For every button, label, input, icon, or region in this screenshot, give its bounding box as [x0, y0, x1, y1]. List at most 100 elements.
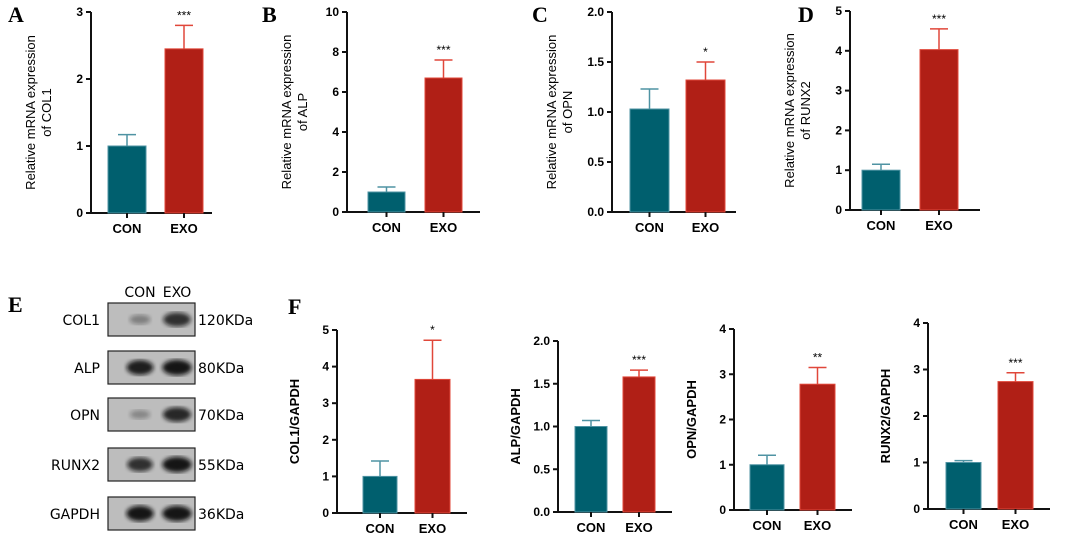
- y-axis-label: of RUNX2: [798, 81, 813, 140]
- blot-row-alp: ALP 80KDa: [74, 350, 244, 385]
- x-tick-label: CON: [113, 221, 142, 236]
- bar-chart-b: B 0 2 4 6 8 10 Relative mRNA expression of ALP CO…: [262, 2, 480, 235]
- y-axis-label: Relative mRNA expression: [279, 35, 294, 190]
- blot-row-col1: COL1 120KDa: [62, 302, 253, 337]
- significance-label: ***: [1008, 356, 1022, 370]
- x-tick-label: CON: [372, 220, 401, 235]
- bar-chart-d: D 0 1 2 3 4 5 Relative mRNA expression of RUNX2 C…: [782, 2, 980, 233]
- x-tick-label: EXO: [419, 521, 446, 536]
- y-tick-label: 0.0: [587, 205, 604, 219]
- bar-con: [574, 426, 608, 513]
- bar-exo: [685, 79, 726, 213]
- x-tick-label: EXO: [170, 221, 197, 236]
- bar-chart-f6: 0 1 2 3 4 OPN/GAPDH CON EXO **: [684, 322, 852, 533]
- x-tick-label: EXO: [804, 518, 831, 533]
- x-tick-label: EXO: [1002, 517, 1029, 532]
- bar-con: [861, 169, 901, 211]
- molecular-weight-label: 80KDa: [198, 361, 244, 377]
- y-tick-label: 2.0: [533, 334, 550, 348]
- molecular-weight-label: 120KDa: [198, 313, 253, 329]
- protein-label: GAPDH: [50, 507, 100, 523]
- bar-chart-f7: 0 1 2 3 4 RUNX2/GAPDH CON EXO ***: [878, 316, 1050, 532]
- y-tick-label: 1.5: [587, 55, 604, 69]
- y-tick-label: 3: [913, 363, 920, 377]
- bar-exo: [414, 378, 451, 514]
- bar-chart-f5: 0.0 0.5 1.0 1.5 2.0 ALP/GAPDH CON EXO ***: [508, 334, 672, 535]
- panel-label: A: [8, 2, 24, 27]
- significance-label: ***: [177, 8, 191, 22]
- bar-exo: [919, 49, 959, 211]
- bar-con: [749, 464, 785, 511]
- y-tick-label: 8: [332, 45, 339, 59]
- x-tick-label: CON: [366, 521, 395, 536]
- y-tick-label: 0.0: [533, 505, 550, 519]
- y-tick-label: 0: [322, 506, 329, 520]
- protein-band: [162, 456, 192, 473]
- x-tick-label: CON: [635, 220, 664, 235]
- lane-label: CON: [124, 285, 155, 301]
- protein-label: COL1: [62, 313, 100, 329]
- x-tick-label: EXO: [692, 220, 719, 235]
- y-tick-label: 2: [322, 433, 329, 447]
- y-tick-label: 4: [719, 322, 726, 336]
- y-axis-label: of OPN: [560, 91, 575, 134]
- x-tick-label: EXO: [625, 520, 652, 535]
- significance-label: *: [430, 323, 435, 337]
- protein-label: ALP: [74, 361, 100, 377]
- bar-chart-f: F 0 1 2 3 4 5 COL1/GAPDH CON EXO *: [287, 294, 467, 536]
- panel-label: B: [262, 2, 277, 27]
- molecular-weight-label: 55KDa: [198, 458, 244, 474]
- blot-row-opn: OPN 70KDa: [70, 397, 244, 432]
- x-tick-label: EXO: [925, 218, 952, 233]
- y-tick-label: 10: [326, 5, 340, 19]
- protein-band: [162, 505, 192, 522]
- bar-chart-a: A 0 1 2 3 Relative mRNA expression of COL1 CON E…: [8, 2, 212, 236]
- protein-band: [129, 314, 151, 325]
- y-tick-label: 1: [322, 469, 329, 483]
- y-tick-label: 2: [835, 123, 842, 137]
- y-tick-label: 2.0: [587, 5, 604, 19]
- bar-exo: [997, 381, 1034, 510]
- y-tick-label: 0.5: [533, 462, 550, 476]
- y-tick-label: 2: [719, 413, 726, 427]
- protein-band: [162, 407, 192, 422]
- x-tick-label: EXO: [430, 220, 457, 235]
- y-tick-label: 3: [322, 396, 329, 410]
- protein-band: [126, 505, 154, 522]
- bar-exo: [622, 376, 656, 513]
- y-axis-label: RUNX2/GAPDH: [878, 369, 893, 464]
- blot-row-gapdh: GAPDH 36KDa: [50, 496, 244, 531]
- bar-exo: [424, 77, 463, 213]
- panel-label: C: [532, 2, 548, 27]
- bar-con: [629, 108, 670, 213]
- panel-label: E: [8, 292, 23, 317]
- y-tick-label: 2: [913, 409, 920, 423]
- significance-label: ***: [932, 12, 946, 26]
- y-axis-label: of COL1: [39, 88, 54, 136]
- protein-band: [163, 312, 191, 327]
- panel-label: F: [288, 294, 301, 319]
- y-tick-label: 3: [719, 367, 726, 381]
- y-axis-label: COL1/GAPDH: [287, 379, 302, 464]
- bar-exo: [164, 48, 204, 214]
- y-tick-label: 5: [835, 4, 842, 18]
- y-axis-label: of ALP: [295, 93, 310, 131]
- y-tick-label: 0: [76, 206, 83, 220]
- molecular-weight-label: 36KDa: [198, 507, 244, 523]
- protein-label: RUNX2: [51, 458, 100, 474]
- y-tick-label: 1: [835, 163, 842, 177]
- y-tick-label: 4: [913, 316, 920, 330]
- y-tick-label: 0: [719, 503, 726, 517]
- y-tick-label: 0.5: [587, 155, 604, 169]
- x-tick-label: CON: [949, 517, 978, 532]
- y-axis-label: ALP/GAPDH: [508, 388, 523, 465]
- x-tick-label: CON: [753, 518, 782, 533]
- y-tick-label: 0: [913, 502, 920, 516]
- protein-band: [162, 359, 192, 376]
- y-axis-label: Relative mRNA expression: [544, 35, 559, 190]
- y-tick-label: 1: [76, 139, 83, 153]
- bar-exo: [799, 383, 836, 511]
- y-tick-label: 5: [322, 323, 329, 337]
- bar-con: [945, 462, 982, 510]
